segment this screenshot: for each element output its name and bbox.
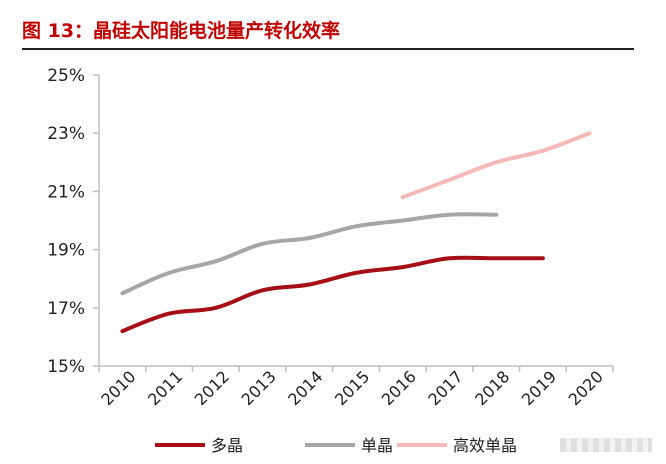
series-line-high-efficiency-mono bbox=[400, 131, 592, 200]
y-tick-label: 15% bbox=[47, 357, 85, 377]
y-tick-label: 23% bbox=[47, 124, 85, 144]
x-tick-label: 2010 bbox=[97, 367, 139, 409]
x-tick-label: 2015 bbox=[331, 367, 373, 409]
legend-item-monocrystalline-label: 单晶 bbox=[361, 436, 393, 455]
y-tick-label: 25% bbox=[47, 66, 85, 86]
y-tick-label: 19% bbox=[47, 241, 85, 261]
x-tick-label: 2013 bbox=[238, 367, 280, 409]
series-line-polycrystalline bbox=[120, 255, 545, 334]
series-line-monocrystalline bbox=[120, 212, 499, 296]
x-tick-label: 2019 bbox=[518, 367, 560, 409]
x-tick-label: 2016 bbox=[378, 367, 420, 409]
x-tick-label: 2014 bbox=[284, 367, 326, 409]
legend-item-high-efficiency-mono-label: 高效单晶 bbox=[453, 436, 517, 455]
y-tick-label: 17% bbox=[47, 299, 85, 319]
y-tick-label: 21% bbox=[47, 182, 85, 202]
legend-item-polycrystalline-label: 多晶 bbox=[211, 436, 243, 455]
figure-title: 图 13：晶硅太阳能电池量产转化效率 bbox=[22, 20, 341, 42]
x-tick-label: 2012 bbox=[191, 367, 233, 409]
title-divider bbox=[22, 48, 634, 50]
x-tick-label: 2020 bbox=[565, 367, 607, 409]
x-tick-label: 2018 bbox=[471, 367, 513, 409]
x-tick-label: 2011 bbox=[144, 367, 186, 409]
x-tick-label: 2017 bbox=[424, 367, 466, 409]
watermark bbox=[560, 438, 652, 452]
